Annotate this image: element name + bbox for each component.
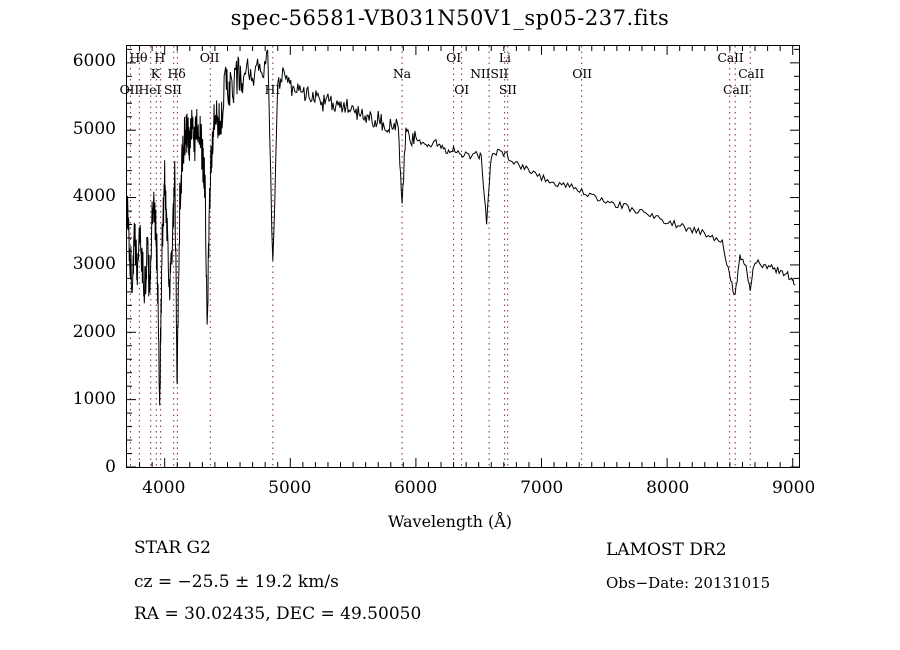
spectral-line-label: Li <box>498 50 511 65</box>
coordinates: RA = 30.02435, DEC = 49.50050 <box>134 604 422 624</box>
spectral-line-label: Hδ <box>167 66 186 81</box>
object-class: STAR G2 <box>134 538 211 558</box>
spectral-line-label: Hθ <box>129 50 148 65</box>
spectral-line-label: OII <box>199 50 220 65</box>
spectral-line-label: HI <box>264 82 281 97</box>
x-axis-label: Wavelength (Å) <box>387 512 513 531</box>
spectral-line-label: Na <box>392 66 411 81</box>
y-tick-label: 4000 <box>72 186 116 207</box>
spectral-line-label: SII <box>163 82 182 97</box>
spectral-line-label: SII <box>498 82 517 97</box>
y-tick-label: 2000 <box>72 321 116 342</box>
x-tick-marks <box>140 46 793 467</box>
observation-date: Obs−Date: 20131015 <box>606 574 771 592</box>
survey-name: LAMOST DR2 <box>606 540 727 560</box>
spectral-line-label: OI <box>454 82 470 97</box>
spectral-line-label: CaII <box>722 82 750 97</box>
x-tick-label: 4000 <box>142 478 186 498</box>
y-tick-label: 0 <box>105 457 116 477</box>
spectral-line-label: CaII <box>717 50 744 65</box>
x-tick-label: 9000 <box>772 478 816 498</box>
spectral-line-label: OII <box>572 66 592 81</box>
spectral-line-label: OII <box>119 82 140 97</box>
y-axis-label: Flux (relative) <box>0 213 2 337</box>
plot-area <box>126 45 800 468</box>
spectral-line-label: K <box>150 66 160 81</box>
spectral-line-label: OI <box>446 50 461 65</box>
spectral-line-label: H <box>154 50 166 65</box>
redshift-velocity: cz = −25.5 ± 19.2 km/s <box>134 572 339 592</box>
y-tick-label: 6000 <box>72 50 116 71</box>
x-tick-label: 7000 <box>520 478 564 498</box>
y-tick-label: 3000 <box>72 253 116 274</box>
spectral-line-label: NIISII <box>470 66 509 81</box>
y-tick-label: 5000 <box>72 118 116 139</box>
spectrum-svg <box>127 46 799 467</box>
spectral-line-label: HeI <box>138 82 162 97</box>
x-tick-label: 8000 <box>646 478 690 498</box>
page-title: spec-56581-VB031N50V1_sp05-237.fits <box>230 6 670 30</box>
y-tick-marks <box>127 49 799 467</box>
y-tick-label: 1000 <box>72 389 116 410</box>
spectral-line-label: CaII <box>738 66 765 81</box>
x-tick-label: 6000 <box>394 478 438 498</box>
x-tick-label: 5000 <box>268 478 312 498</box>
spectrum-curve <box>127 50 795 406</box>
